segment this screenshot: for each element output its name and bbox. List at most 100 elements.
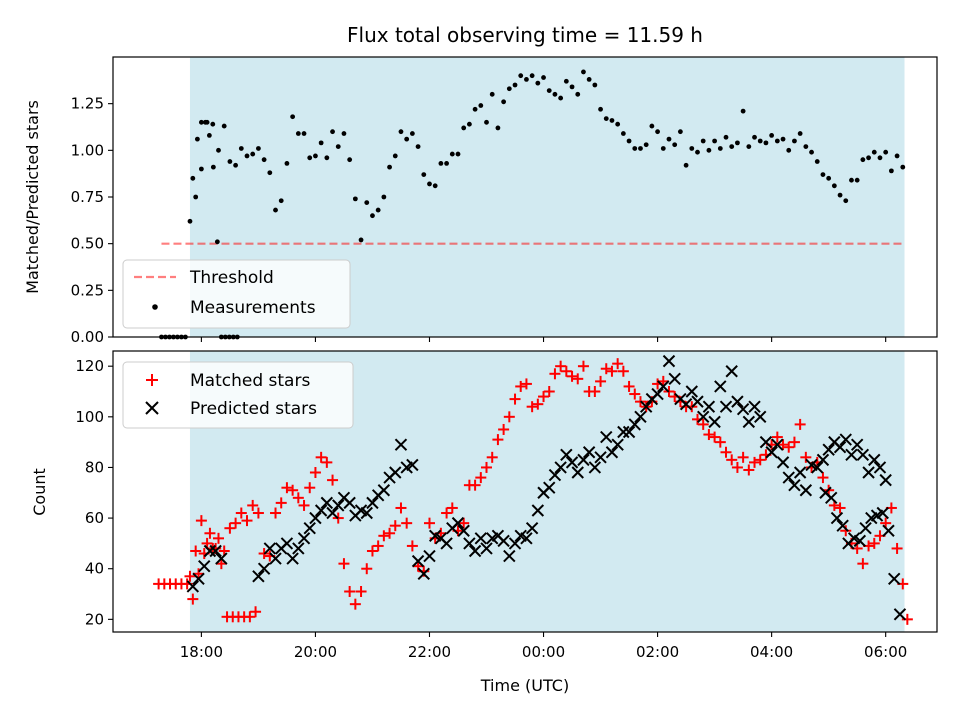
matched-star-point [241, 515, 253, 527]
measurement-point [273, 207, 278, 213]
predicted-star-point [554, 461, 567, 474]
predicted-star-point [856, 448, 870, 461]
measurement-point [546, 88, 552, 93]
matched-star-point [771, 431, 783, 443]
top-axes-frame [112, 56, 938, 338]
measurement-point [575, 91, 581, 97]
predicted-star-point [215, 552, 228, 565]
measurement-point [221, 123, 227, 129]
predicted-star-point [571, 466, 584, 479]
predicted-star-point [389, 466, 402, 479]
predicted-star-point [269, 552, 282, 565]
matched-star-point [743, 464, 755, 476]
predicted-star-point [850, 438, 864, 451]
predicted-star-point [882, 524, 895, 537]
matched-star-point [788, 436, 800, 448]
measurement-point [318, 140, 324, 146]
measurement-point [524, 77, 529, 82]
predicted-star-point [411, 554, 425, 568]
measurement-point [752, 134, 757, 140]
measurement-point [267, 170, 273, 176]
top-y-tick-label: 0.00 [71, 328, 104, 346]
measurement-point [814, 159, 820, 164]
measurement-point [489, 91, 495, 97]
measurement-point [763, 140, 769, 146]
measurement-point [313, 153, 318, 159]
measurement-point [746, 144, 752, 150]
top-y-tick-label: 0.25 [71, 281, 104, 299]
predicted-star-point [816, 453, 830, 467]
measurement-point [792, 138, 797, 144]
measurement-point [854, 177, 860, 183]
matched-star-point [577, 360, 589, 372]
measurement-point [871, 149, 877, 155]
measurement-point [780, 136, 786, 142]
measurement-point [586, 77, 592, 82]
predicted-star-point [198, 559, 211, 573]
predicted-star-point [736, 403, 750, 416]
predicted-star-point [309, 511, 322, 525]
matched-star-point [338, 558, 350, 570]
predicted-star-point [617, 425, 630, 439]
measurement-point [478, 103, 484, 108]
predicted-star-point [825, 491, 838, 505]
matched-star-point [423, 517, 435, 529]
measurement-point [723, 134, 729, 140]
predicted-star-point [605, 446, 619, 459]
legend-predicted-label: Predicted stars [190, 399, 317, 419]
matched-star-point [840, 525, 852, 537]
matched-star-point [401, 517, 413, 529]
bottom-y-tick-label: 120 [75, 357, 104, 375]
top-y-tick-label: 0.50 [71, 235, 104, 253]
measurement-point [603, 116, 609, 121]
predicted-star-point [754, 410, 767, 424]
matched-star-point [492, 434, 504, 446]
predicted-star-point [628, 418, 641, 431]
measurement-point [290, 114, 296, 120]
matched-star-point [349, 598, 361, 610]
predicted-star-point [565, 456, 579, 469]
measurement-point [786, 147, 792, 153]
matched-star-point [868, 537, 880, 549]
predicted-star-point [326, 506, 339, 520]
matched-star-point [315, 451, 327, 463]
predicted-star-point [862, 466, 875, 479]
bottom-y-tick-label: 40 [85, 560, 104, 578]
measurement-point [250, 151, 256, 157]
measurement-point [598, 106, 603, 112]
measurement-point [415, 144, 421, 150]
predicted-star-point [691, 395, 704, 408]
matched-star-point [731, 461, 743, 473]
legend-top: Threshold Measurements [122, 259, 351, 329]
legend-top-box [122, 259, 351, 329]
matched-star-point [355, 585, 367, 597]
predicted-star-point [873, 461, 887, 474]
predicted-star-point [209, 544, 222, 558]
predicted-star-point [303, 522, 316, 535]
bottom-y-tick-label: 100 [75, 408, 104, 426]
measurement-point [484, 119, 489, 125]
matched-star-point [292, 492, 304, 504]
matched-star-point [309, 467, 321, 479]
predicted-star-point [314, 504, 328, 517]
matched-star-point [361, 563, 373, 575]
predicted-star-point [594, 451, 607, 464]
predicted-star-point [252, 570, 265, 583]
measurement-point [729, 144, 735, 150]
matched-star-point [754, 454, 766, 466]
matched-star-point [406, 540, 418, 552]
matched-star-point [737, 451, 749, 463]
measurement-point [398, 129, 404, 135]
matched-star-point [252, 507, 264, 519]
matched-star-point [281, 482, 293, 494]
matched-star-point [287, 484, 299, 496]
predicted-star-point [417, 567, 430, 580]
measurement-point [837, 192, 843, 198]
matched-star-point [783, 441, 795, 453]
matched-star-point [703, 429, 715, 441]
measurement-point [461, 125, 467, 131]
measurement-point [615, 121, 621, 127]
matched-star-point [230, 517, 242, 529]
matched-star-point [304, 482, 316, 494]
predicted-star-point [280, 537, 294, 550]
